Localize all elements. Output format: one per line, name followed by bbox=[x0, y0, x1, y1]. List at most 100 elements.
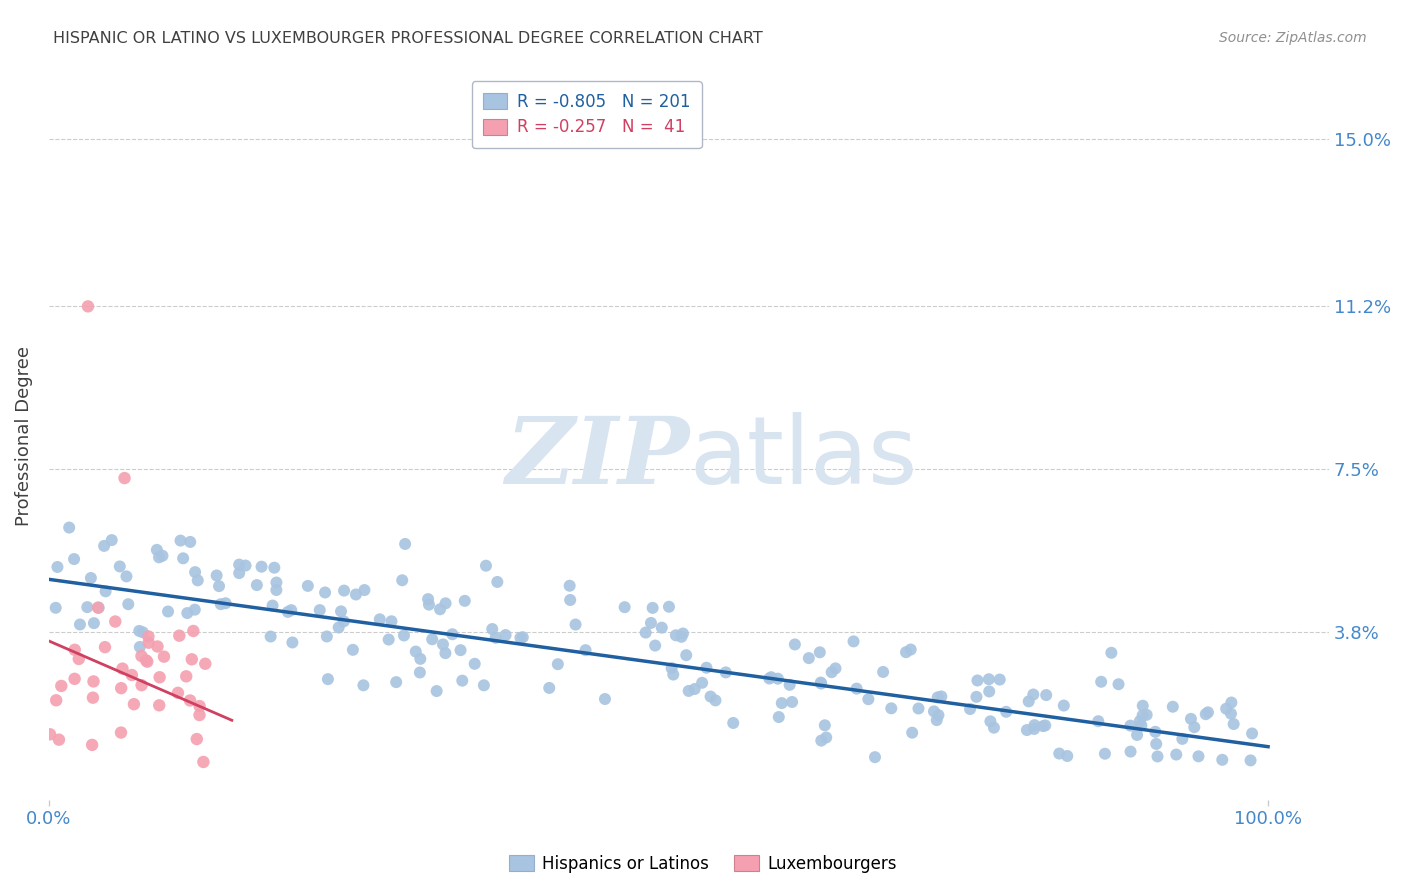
Point bbox=[538, 681, 561, 695]
Point bbox=[104, 615, 127, 629]
Point bbox=[486, 574, 509, 589]
Point bbox=[281, 635, 304, 649]
Point bbox=[184, 602, 207, 616]
Point bbox=[1129, 714, 1152, 728]
Point bbox=[564, 617, 586, 632]
Point bbox=[138, 629, 160, 643]
Point bbox=[385, 675, 408, 690]
Point bbox=[63, 642, 86, 657]
Point bbox=[418, 598, 440, 612]
Point bbox=[149, 670, 172, 684]
Point bbox=[157, 605, 180, 619]
Point bbox=[167, 686, 190, 700]
Point bbox=[1239, 753, 1261, 767]
Point bbox=[1171, 731, 1194, 746]
Point bbox=[328, 620, 350, 634]
Point bbox=[704, 693, 727, 707]
Point bbox=[46, 560, 69, 574]
Point bbox=[512, 630, 534, 644]
Point bbox=[1166, 747, 1188, 762]
Point bbox=[266, 582, 288, 597]
Point bbox=[297, 579, 319, 593]
Point bbox=[1087, 714, 1109, 729]
Point bbox=[179, 535, 201, 549]
Point bbox=[228, 558, 250, 572]
Point bbox=[1032, 719, 1054, 733]
Point bbox=[1108, 677, 1130, 691]
Point bbox=[810, 733, 832, 747]
Point bbox=[259, 630, 281, 644]
Point bbox=[108, 559, 131, 574]
Point bbox=[658, 599, 681, 614]
Point bbox=[1161, 699, 1184, 714]
Point bbox=[845, 681, 868, 696]
Point bbox=[1015, 723, 1038, 737]
Point bbox=[894, 645, 917, 659]
Point bbox=[1144, 724, 1167, 739]
Point bbox=[148, 698, 170, 713]
Point bbox=[1144, 737, 1167, 751]
Point bbox=[153, 649, 176, 664]
Point bbox=[558, 579, 581, 593]
Point bbox=[574, 643, 596, 657]
Point bbox=[770, 696, 793, 710]
Point bbox=[353, 583, 375, 598]
Point bbox=[1220, 706, 1243, 721]
Point bbox=[48, 732, 70, 747]
Point bbox=[1241, 726, 1264, 740]
Point bbox=[959, 702, 981, 716]
Point bbox=[250, 559, 273, 574]
Point bbox=[441, 627, 464, 641]
Point bbox=[100, 533, 122, 548]
Legend: Hispanics or Latinos, Luxembourgers: Hispanics or Latinos, Luxembourgers bbox=[502, 848, 904, 880]
Point bbox=[169, 533, 191, 548]
Point bbox=[966, 673, 988, 688]
Point bbox=[128, 624, 150, 638]
Point bbox=[146, 640, 169, 654]
Point bbox=[842, 634, 865, 648]
Point bbox=[451, 673, 474, 688]
Point bbox=[671, 630, 693, 644]
Point bbox=[593, 692, 616, 706]
Point bbox=[416, 592, 439, 607]
Point bbox=[640, 615, 662, 630]
Point bbox=[821, 665, 844, 680]
Point bbox=[858, 692, 880, 706]
Point bbox=[193, 755, 215, 769]
Point bbox=[172, 551, 194, 566]
Point bbox=[661, 661, 683, 675]
Point bbox=[1132, 708, 1154, 723]
Point bbox=[900, 642, 922, 657]
Point bbox=[1126, 728, 1149, 742]
Point bbox=[509, 631, 531, 645]
Point bbox=[979, 684, 1001, 698]
Legend: R = -0.805   N = 201, R = -0.257   N =  41: R = -0.805 N = 201, R = -0.257 N = 41 bbox=[471, 81, 702, 148]
Point bbox=[1187, 749, 1209, 764]
Text: ZIP: ZIP bbox=[505, 413, 689, 503]
Point bbox=[186, 732, 208, 747]
Point bbox=[613, 600, 636, 615]
Point bbox=[394, 537, 416, 551]
Point bbox=[450, 643, 472, 657]
Point bbox=[266, 575, 288, 590]
Point bbox=[235, 558, 257, 573]
Point bbox=[330, 604, 353, 618]
Point bbox=[58, 520, 80, 534]
Point bbox=[1220, 696, 1243, 710]
Point bbox=[454, 594, 477, 608]
Point bbox=[484, 631, 506, 645]
Point bbox=[111, 662, 134, 676]
Point bbox=[87, 600, 110, 615]
Point bbox=[662, 667, 685, 681]
Point bbox=[246, 578, 269, 592]
Point bbox=[768, 710, 790, 724]
Point bbox=[135, 653, 157, 667]
Point bbox=[409, 652, 432, 666]
Point bbox=[1035, 688, 1057, 702]
Point bbox=[695, 661, 717, 675]
Point bbox=[1215, 702, 1237, 716]
Point bbox=[1090, 674, 1112, 689]
Point bbox=[315, 630, 337, 644]
Point bbox=[314, 585, 336, 599]
Point bbox=[927, 690, 949, 705]
